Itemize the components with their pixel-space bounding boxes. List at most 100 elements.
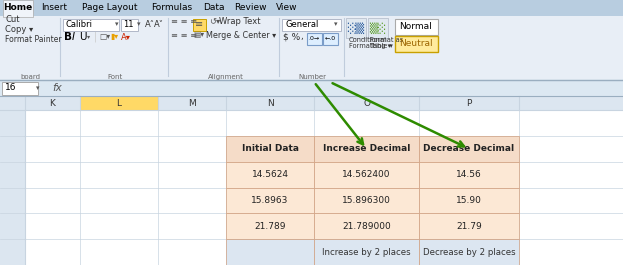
FancyBboxPatch shape xyxy=(419,136,519,162)
FancyBboxPatch shape xyxy=(419,239,519,265)
FancyBboxPatch shape xyxy=(314,96,419,110)
Text: Cut: Cut xyxy=(5,15,19,24)
FancyBboxPatch shape xyxy=(158,96,226,110)
FancyBboxPatch shape xyxy=(76,0,145,15)
Text: Formatting ▾: Formatting ▾ xyxy=(349,43,391,49)
Text: Alignment: Alignment xyxy=(208,74,244,80)
FancyBboxPatch shape xyxy=(0,110,623,265)
Text: ≡: ≡ xyxy=(195,20,203,29)
Text: ▾: ▾ xyxy=(36,85,39,91)
Text: I: I xyxy=(72,32,75,42)
Text: Format as: Format as xyxy=(370,37,403,43)
FancyBboxPatch shape xyxy=(346,18,366,38)
FancyBboxPatch shape xyxy=(0,136,25,162)
FancyBboxPatch shape xyxy=(419,188,519,213)
FancyBboxPatch shape xyxy=(199,0,229,15)
FancyBboxPatch shape xyxy=(0,96,623,110)
FancyBboxPatch shape xyxy=(272,0,302,15)
FancyBboxPatch shape xyxy=(0,16,623,80)
FancyBboxPatch shape xyxy=(0,213,25,239)
Text: □▾: □▾ xyxy=(99,33,110,42)
Text: ▤▾: ▤▾ xyxy=(193,30,204,39)
FancyBboxPatch shape xyxy=(3,0,33,17)
FancyBboxPatch shape xyxy=(229,0,270,15)
FancyBboxPatch shape xyxy=(314,239,419,265)
FancyBboxPatch shape xyxy=(368,18,388,38)
Text: ≡ ≡ ≡: ≡ ≡ ≡ xyxy=(171,17,197,26)
Text: Normal: Normal xyxy=(399,22,432,31)
Text: 21.789: 21.789 xyxy=(254,222,286,231)
Text: Conditional: Conditional xyxy=(349,37,387,43)
FancyBboxPatch shape xyxy=(0,239,25,265)
FancyBboxPatch shape xyxy=(394,19,437,34)
Text: M: M xyxy=(188,99,196,108)
Text: ,: , xyxy=(300,33,303,42)
Text: ▾: ▾ xyxy=(334,21,338,28)
FancyBboxPatch shape xyxy=(226,239,314,265)
FancyBboxPatch shape xyxy=(394,36,437,51)
Text: A˄: A˄ xyxy=(145,20,155,29)
Text: fx: fx xyxy=(52,83,62,93)
Text: U: U xyxy=(79,32,87,42)
FancyBboxPatch shape xyxy=(226,136,314,162)
Text: ░▒: ░▒ xyxy=(348,22,364,34)
Text: 11: 11 xyxy=(123,20,133,29)
FancyBboxPatch shape xyxy=(307,33,321,45)
Text: Formulas: Formulas xyxy=(151,3,192,12)
Text: ▾: ▾ xyxy=(137,21,141,28)
Text: ≡ ≡ ≡: ≡ ≡ ≡ xyxy=(171,30,197,39)
FancyBboxPatch shape xyxy=(0,162,25,188)
Text: Decrease Decimal: Decrease Decimal xyxy=(424,144,515,153)
Text: P: P xyxy=(466,99,472,108)
Text: 21.789000: 21.789000 xyxy=(342,222,391,231)
Text: Review: Review xyxy=(234,3,266,12)
FancyBboxPatch shape xyxy=(80,96,158,110)
Text: |: | xyxy=(94,32,97,42)
Text: 15.8963: 15.8963 xyxy=(251,196,288,205)
Text: Neutral: Neutral xyxy=(399,39,433,48)
Text: ▾: ▾ xyxy=(87,34,90,39)
Text: L: L xyxy=(117,99,121,108)
FancyBboxPatch shape xyxy=(226,96,314,110)
Text: Insert: Insert xyxy=(42,3,67,12)
Text: ▾: ▾ xyxy=(115,21,118,28)
Text: Increase by 2 places: Increase by 2 places xyxy=(322,248,411,257)
Text: ←.0: ←.0 xyxy=(325,36,336,41)
Text: Copy ▾: Copy ▾ xyxy=(5,25,33,34)
Text: 14.56: 14.56 xyxy=(456,170,482,179)
FancyBboxPatch shape xyxy=(419,96,519,110)
FancyBboxPatch shape xyxy=(282,19,341,30)
FancyBboxPatch shape xyxy=(314,188,419,213)
Text: B: B xyxy=(64,32,72,42)
FancyBboxPatch shape xyxy=(226,188,314,213)
Text: Format Painter: Format Painter xyxy=(5,36,62,45)
FancyBboxPatch shape xyxy=(0,0,623,16)
Text: ▮▾: ▮▾ xyxy=(110,33,118,42)
FancyBboxPatch shape xyxy=(0,80,623,96)
Text: Merge & Center ▾: Merge & Center ▾ xyxy=(206,30,276,39)
FancyBboxPatch shape xyxy=(0,110,25,136)
FancyBboxPatch shape xyxy=(62,19,118,30)
FancyBboxPatch shape xyxy=(193,19,206,30)
FancyBboxPatch shape xyxy=(25,96,80,110)
Text: N: N xyxy=(267,99,273,108)
Text: ↺▾: ↺▾ xyxy=(209,17,221,26)
Text: .0→: .0→ xyxy=(308,36,320,41)
Text: A˅: A˅ xyxy=(154,20,164,29)
Text: 15.90: 15.90 xyxy=(456,196,482,205)
Text: 14.5624: 14.5624 xyxy=(252,170,288,179)
Text: A▾: A▾ xyxy=(121,33,131,42)
Text: 16: 16 xyxy=(5,83,16,92)
Text: Decrease by 2 places: Decrease by 2 places xyxy=(422,248,515,257)
Text: Wrap Text: Wrap Text xyxy=(219,17,260,26)
Text: Increase Decimal: Increase Decimal xyxy=(323,144,410,153)
FancyBboxPatch shape xyxy=(314,136,419,162)
FancyBboxPatch shape xyxy=(314,213,419,239)
Text: O: O xyxy=(363,99,370,108)
FancyBboxPatch shape xyxy=(323,33,338,45)
Text: View: View xyxy=(276,3,297,12)
FancyBboxPatch shape xyxy=(419,162,519,188)
Text: Home: Home xyxy=(3,3,32,12)
FancyBboxPatch shape xyxy=(226,162,314,188)
Text: 15.896300: 15.896300 xyxy=(342,196,391,205)
